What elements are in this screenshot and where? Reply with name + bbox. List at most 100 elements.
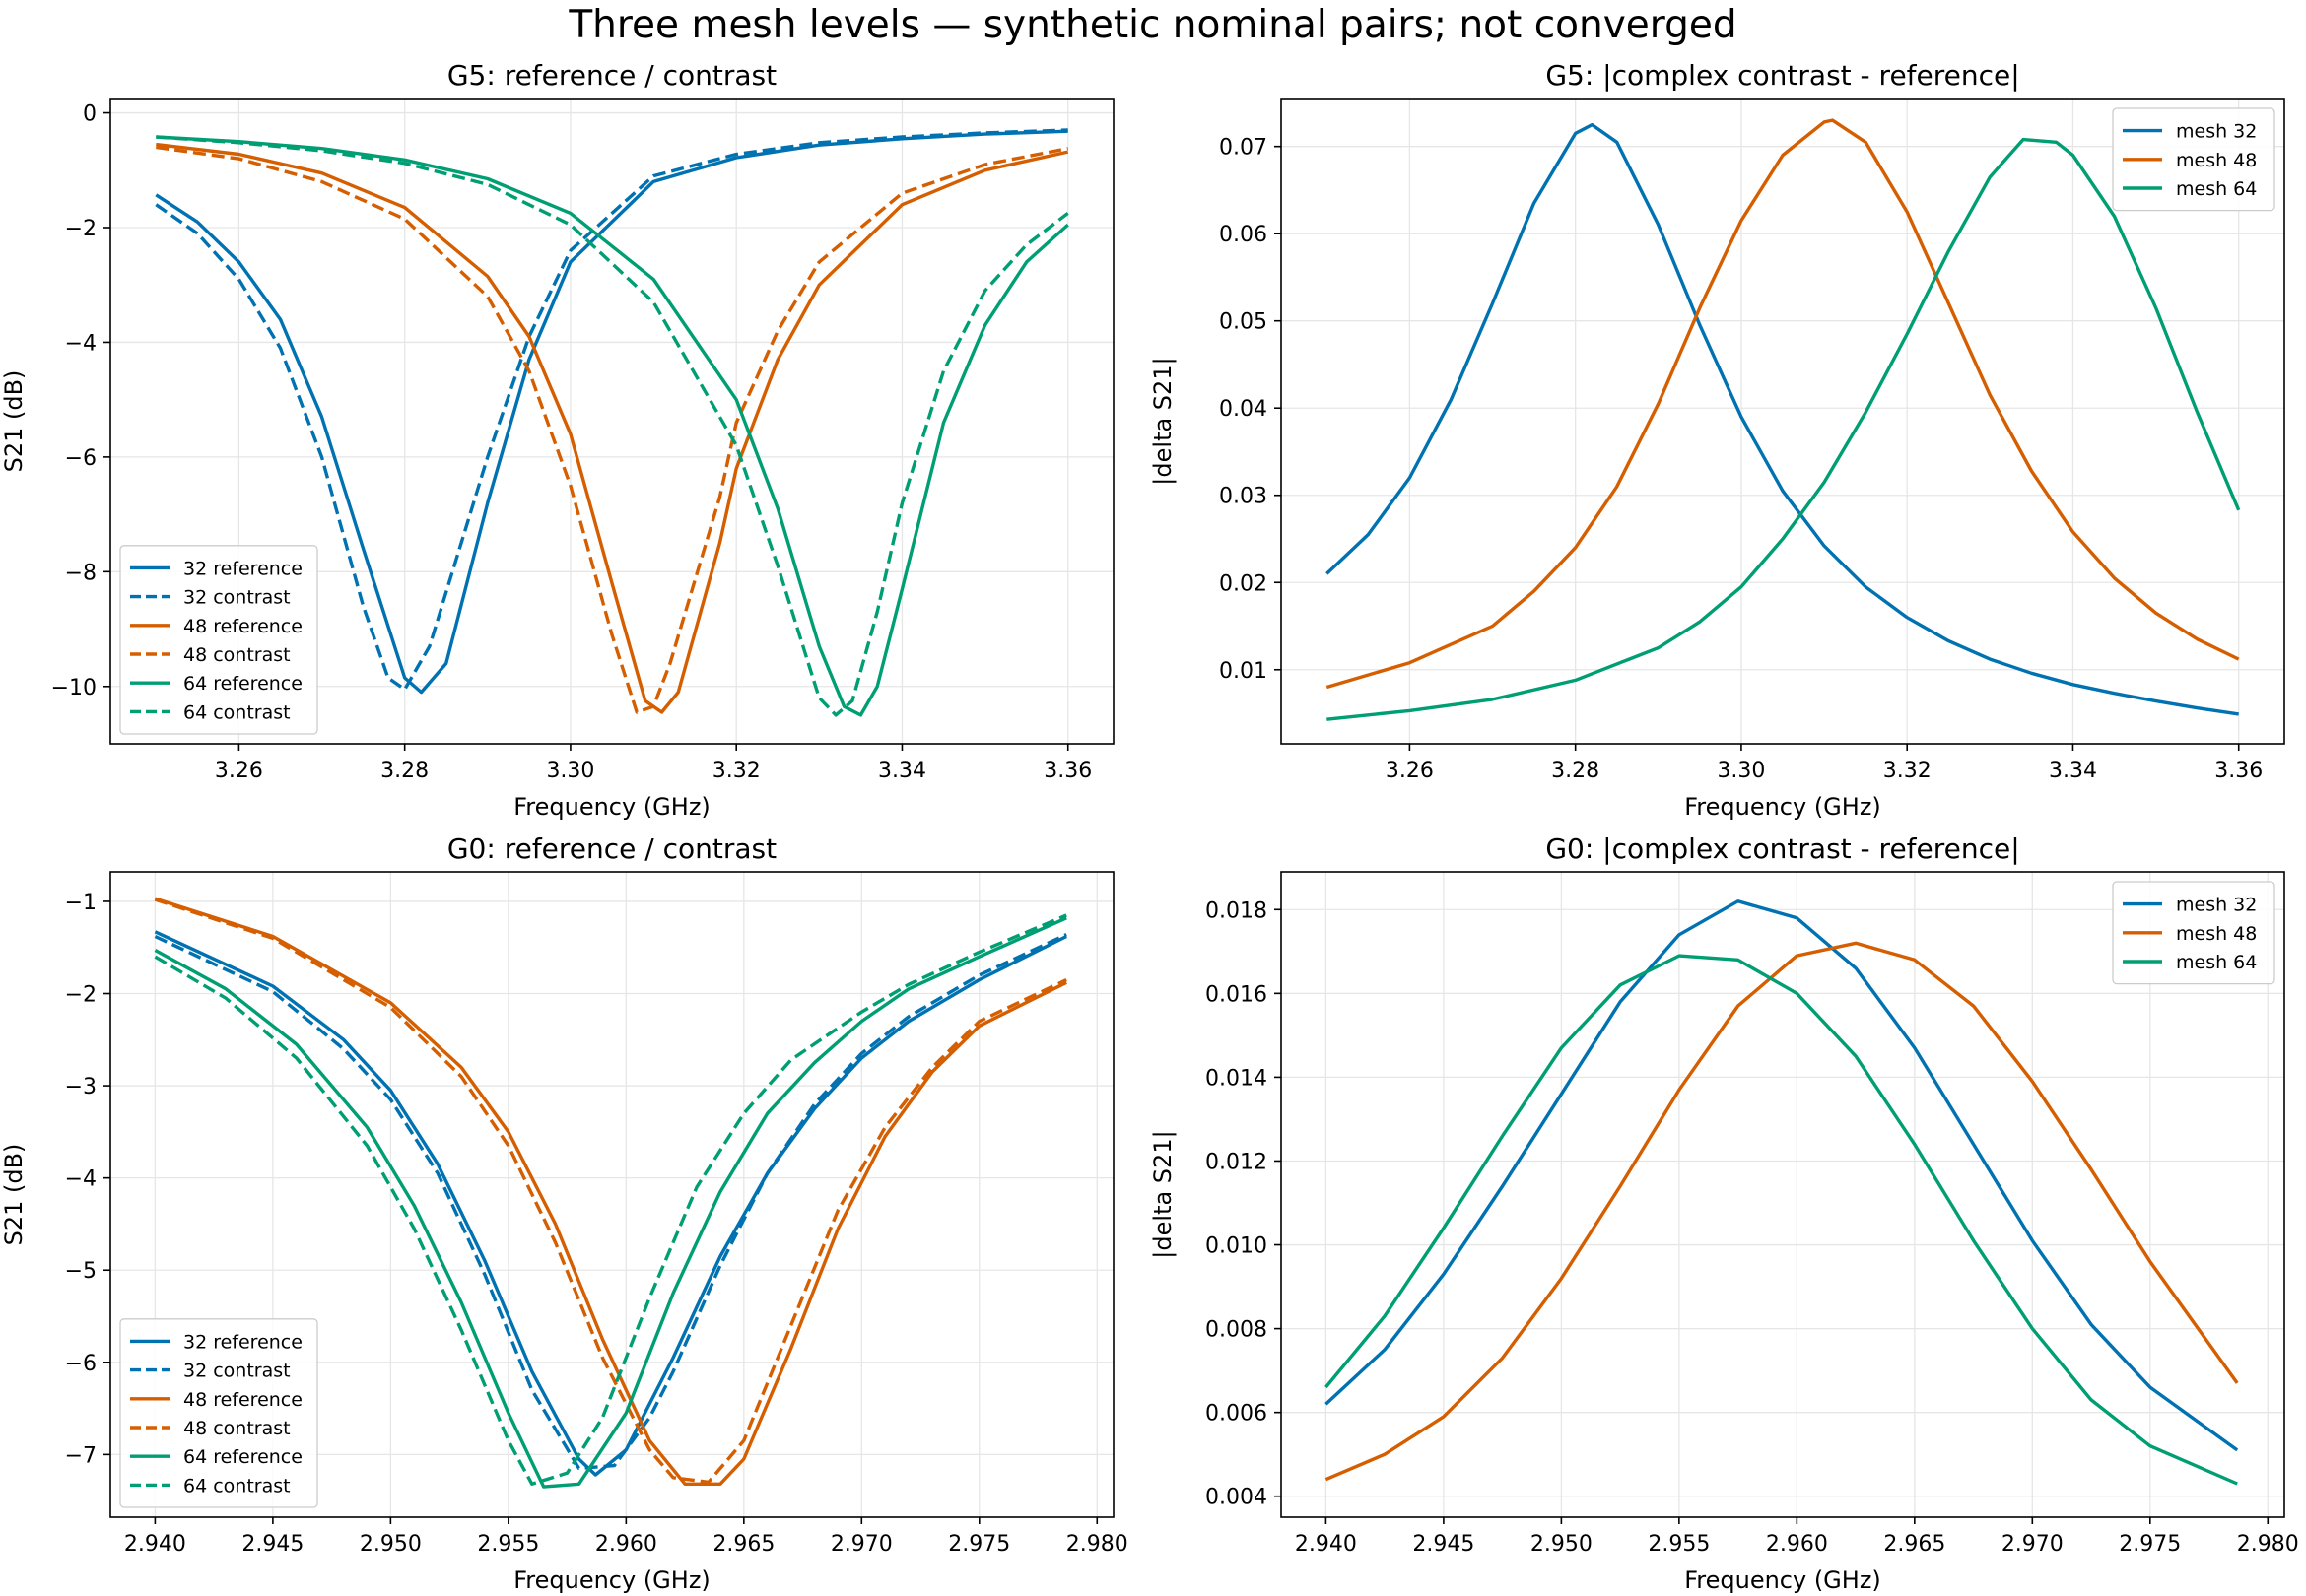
- axes-frame: [109, 98, 1115, 745]
- y-tick-label: −7: [65, 1443, 97, 1468]
- figure-title: Three mesh levels — synthetic nominal pa…: [569, 3, 1737, 47]
- subplot-g0_delta: 2.940 2.945 2.950 2.955 2.960 2.965 2.970 2.975…: [1149, 832, 2299, 1594]
- y-tick-label: −10: [51, 676, 97, 700]
- x-tick-label: 2.945: [241, 1532, 304, 1557]
- x-tick-label: 3.36: [2214, 759, 2263, 783]
- legend-label: 32 contrast: [183, 1361, 291, 1382]
- legend: mesh 32 mesh 48 mesh 64: [2112, 881, 2275, 985]
- series-line-64-reference: [156, 135, 1069, 717]
- y-tick-label: 0.04: [1219, 397, 1267, 422]
- x-tick-label: 2.950: [360, 1532, 422, 1557]
- x-tick-label: 3.32: [712, 759, 761, 783]
- legend-label: mesh 32: [2176, 895, 2257, 916]
- subplot-title: G5: |complex contrast - reference|: [1545, 59, 2019, 92]
- x-tick-label: 2.980: [1066, 1532, 1128, 1557]
- legend-frame: [2112, 881, 2275, 985]
- x-tick-label: 2.970: [2001, 1532, 2064, 1557]
- series-line-64-reference: [154, 916, 1067, 1489]
- legend-label: 32 reference: [183, 1331, 303, 1353]
- y-axis-label: S21 (dB): [0, 370, 28, 473]
- y-tick-label: 0: [83, 102, 97, 127]
- y-tick-label: −4: [65, 331, 97, 356]
- x-tick-label: 3.34: [878, 759, 926, 783]
- y-tick-label: 0.07: [1219, 136, 1267, 161]
- legend-label: 64 contrast: [183, 701, 291, 723]
- x-tick-label: 2.950: [1530, 1532, 1593, 1557]
- subplot-g5_s21: 3.26 3.28 3.30 3.32 3.34 3.36 0 −2 −4 −6 −8 −10 G5: …: [0, 59, 1115, 821]
- x-tick-label: 3.26: [1386, 759, 1434, 783]
- x-axis-label: Frequency (GHz): [1684, 793, 1881, 821]
- y-axis-label: S21 (dB): [0, 1144, 28, 1246]
- legend-label: 48 reference: [183, 616, 303, 637]
- y-tick-label: 0.05: [1219, 310, 1267, 335]
- y-tick-label: 0.008: [1205, 1318, 1267, 1343]
- x-tick-label: 2.945: [1412, 1532, 1474, 1557]
- x-tick-label: 3.28: [1551, 759, 1599, 783]
- legend-label: mesh 48: [2176, 150, 2257, 171]
- y-tick-label: −4: [65, 1167, 97, 1192]
- subplot-title: G0: |complex contrast - reference|: [1545, 832, 2019, 865]
- legend-label: mesh 64: [2176, 178, 2257, 200]
- y-tick-label: −5: [65, 1259, 97, 1284]
- x-tick-label: 2.975: [948, 1532, 1010, 1557]
- series-line-mesh-48: [1325, 118, 2240, 690]
- legend: 32 reference 32 contrast 48 reference 48 co…: [119, 545, 318, 735]
- x-axis-label: Frequency (GHz): [1684, 1566, 1881, 1594]
- y-tick-label: 0.06: [1219, 223, 1267, 247]
- x-tick-label: 3.34: [2049, 759, 2097, 783]
- x-tick-label: 2.980: [2237, 1532, 2299, 1557]
- y-axis-label: |delta S21|: [1149, 357, 1177, 485]
- legend-label: 64 contrast: [183, 1475, 291, 1496]
- subplot-g5_delta: 3.26 3.28 3.30 3.32 3.34 3.36 0.01 0.02 0.03 0.04…: [1149, 59, 2285, 821]
- x-tick-label: 2.970: [831, 1532, 893, 1557]
- x-tick-label: 3.30: [546, 759, 594, 783]
- legend-frame: [119, 1318, 318, 1508]
- legend-label: mesh 32: [2176, 121, 2257, 143]
- legend-label: 48 reference: [183, 1389, 303, 1411]
- axes-frame: [109, 871, 1115, 1518]
- x-tick-label: 2.960: [595, 1532, 657, 1557]
- axes-frame: [1280, 871, 2285, 1518]
- y-tick-label: 0.018: [1205, 898, 1267, 923]
- subplot-title: G5: reference / contrast: [447, 59, 777, 92]
- y-tick-label: −3: [65, 1075, 97, 1099]
- y-tick-label: −2: [65, 983, 97, 1008]
- series-line-48-contrast: [156, 145, 1069, 714]
- y-tick-label: 0.014: [1205, 1066, 1267, 1091]
- y-tick-label: 0.012: [1205, 1150, 1267, 1174]
- y-tick-label: 0.006: [1205, 1402, 1267, 1427]
- y-tick-label: 0.03: [1219, 485, 1267, 509]
- legend: 32 reference 32 contrast 48 reference 48 co…: [119, 1318, 318, 1508]
- legend-frame: [119, 545, 318, 735]
- y-tick-label: 0.010: [1205, 1234, 1267, 1259]
- legend-label: 48 contrast: [183, 1418, 291, 1439]
- legend-label: 48 contrast: [183, 644, 291, 666]
- x-tick-label: 2.940: [124, 1532, 186, 1557]
- y-tick-label: −1: [65, 891, 97, 915]
- axes-frame: [1280, 98, 2285, 745]
- x-tick-label: 2.940: [1295, 1532, 1357, 1557]
- y-tick-label: −2: [65, 217, 97, 241]
- x-tick-label: 3.30: [1717, 759, 1765, 783]
- series-line-32-contrast: [154, 933, 1067, 1471]
- series-line-48-contrast: [154, 898, 1067, 1485]
- series-line-mesh-64: [1324, 954, 2238, 1486]
- series-line-48-reference: [154, 897, 1067, 1487]
- legend-label: 32 contrast: [183, 587, 291, 609]
- y-tick-label: 0.016: [1205, 982, 1267, 1007]
- legend-label: mesh 48: [2176, 923, 2257, 945]
- legend: mesh 32 mesh 48 mesh 64: [2112, 107, 2275, 212]
- x-tick-label: 2.955: [477, 1532, 539, 1557]
- legend-label: 64 reference: [183, 673, 303, 695]
- y-tick-label: −8: [65, 561, 97, 585]
- y-axis-label: |delta S21|: [1149, 1130, 1177, 1258]
- legend-label: mesh 64: [2176, 952, 2257, 973]
- legend-label: 32 reference: [183, 558, 303, 579]
- series-line-32-reference: [154, 930, 1067, 1477]
- series-line-64-contrast: [156, 135, 1069, 717]
- x-tick-label: 2.960: [1766, 1532, 1828, 1557]
- y-tick-label: 0.01: [1219, 659, 1267, 684]
- y-tick-label: −6: [65, 1352, 97, 1376]
- x-tick-label: 2.965: [712, 1532, 775, 1557]
